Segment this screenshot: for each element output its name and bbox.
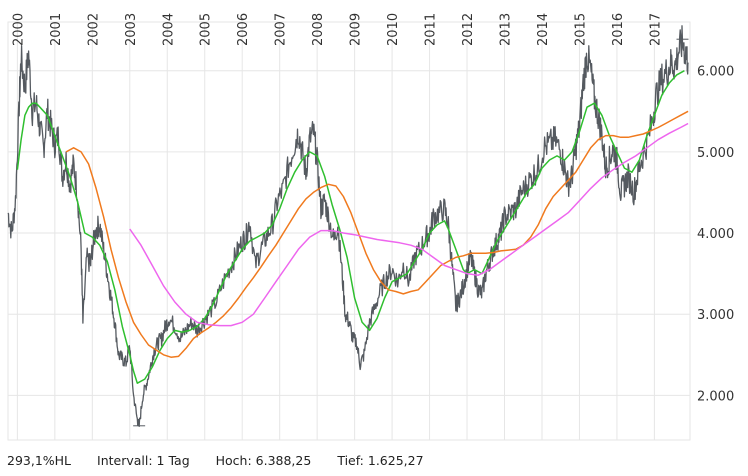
low-value: Tief: 1.625,27 <box>337 453 424 468</box>
x-tick-label: 2011 <box>424 13 439 46</box>
x-tick-label: 2016 <box>611 13 626 46</box>
x-tick-label: 2012 <box>461 13 476 46</box>
x-tick-label: 2003 <box>124 13 139 46</box>
x-tick-label: 2014 <box>536 13 551 46</box>
x-tick-label: 2010 <box>386 13 401 46</box>
y-tick-label: 6.000 <box>697 65 734 80</box>
y-tick-label: 2.000 <box>697 389 734 404</box>
x-tick-label: 2007 <box>274 13 289 46</box>
series-line-1 <box>16 70 685 384</box>
x-tick-label: 2001 <box>49 13 64 46</box>
high-value: Hoch: 6.388,25 <box>215 453 312 468</box>
x-tick-label: 2002 <box>86 13 101 46</box>
plot-frame <box>7 21 691 441</box>
y-tick-label: 4.000 <box>697 227 734 242</box>
x-axis-year-labels: 2000 2001 2002 2003 2004 2005 2006 2007 2008 2009… <box>11 13 663 46</box>
x-tick-label: 2009 <box>349 13 364 46</box>
percent-hl-stat: 293,1%HL <box>7 453 72 468</box>
x-tick-label: 2005 <box>199 13 214 46</box>
x-tick-label: 2017 <box>648 13 663 46</box>
interval-label: Intervall: 1 Tag <box>97 453 190 468</box>
y-tick-label: 3.000 <box>697 308 734 323</box>
chart-footer: 293,1%HL Intervall: 1 Tag Hoch: 6.388,25… <box>7 453 446 468</box>
grid <box>7 21 691 441</box>
y-tick-label: 5.000 <box>697 146 734 161</box>
series-group <box>7 25 689 427</box>
y-axis-labels: 2.000 3.000 4.000 5.000 6.000 <box>697 65 734 405</box>
series-line-0 <box>7 25 689 427</box>
x-tick-label: 2015 <box>573 13 588 46</box>
series-line-2 <box>65 110 689 358</box>
x-tick-label: 2004 <box>161 13 176 46</box>
x-tick-label: 2000 <box>11 13 26 46</box>
series-line-3 <box>129 122 689 327</box>
x-tick-label: 2006 <box>236 13 251 46</box>
x-tick-label: 2008 <box>311 13 326 46</box>
x-tick-label: 2013 <box>499 13 514 46</box>
